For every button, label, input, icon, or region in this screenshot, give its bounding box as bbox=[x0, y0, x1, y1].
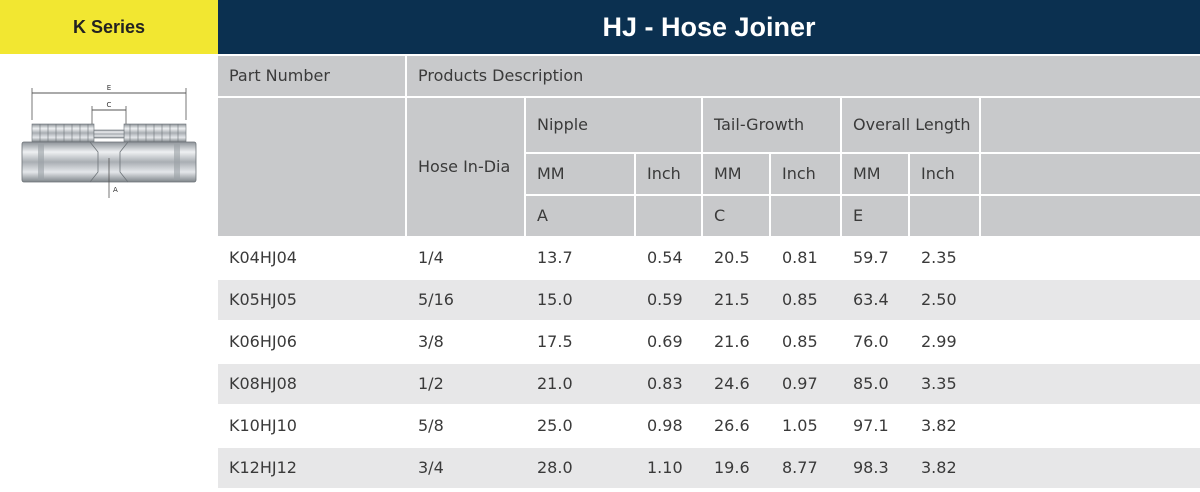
cell-nipple-inch: 0.59 bbox=[636, 280, 703, 322]
cell-overall-inch: 3.82 bbox=[910, 406, 981, 448]
cell-tail-inch: 0.97 bbox=[771, 364, 842, 406]
cell-tail-mm: 24.6 bbox=[703, 364, 771, 406]
table-row: K04HJ04 1/4 13.7 0.54 20.5 0.81 59.7 2.3… bbox=[218, 238, 1200, 280]
cell-hose-in-dia: 3/4 bbox=[407, 448, 526, 490]
header-products-description: Products Description bbox=[407, 56, 1200, 98]
cell-overall-inch: 3.82 bbox=[910, 448, 981, 490]
cell-tail-mm: 21.5 bbox=[703, 280, 771, 322]
cell-overall-mm: 59.7 bbox=[842, 238, 910, 280]
header-nipple-inch: Inch bbox=[636, 154, 703, 196]
header-blank-part bbox=[218, 98, 407, 238]
cell-part-number: K05HJ05 bbox=[218, 280, 407, 322]
header-nipple: Nipple bbox=[526, 98, 703, 154]
cell-tail-mm: 26.6 bbox=[703, 406, 771, 448]
cell-overall-mm: 63.4 bbox=[842, 280, 910, 322]
cell-overall-mm: 85.0 bbox=[842, 364, 910, 406]
cell-nipple-inch: 0.83 bbox=[636, 364, 703, 406]
header-blank-c bbox=[771, 196, 842, 238]
header-tail-growth: Tail-Growth bbox=[703, 98, 842, 154]
header-tail-mm: MM bbox=[703, 154, 771, 196]
page-title-bar: HJ - Hose Joiner bbox=[218, 0, 1200, 54]
cell-nipple-mm: 13.7 bbox=[526, 238, 636, 280]
cell-hose-in-dia: 1/2 bbox=[407, 364, 526, 406]
cell-nipple-mm: 28.0 bbox=[526, 448, 636, 490]
header-symbol-c: C bbox=[703, 196, 771, 238]
series-label: K Series bbox=[72, 16, 146, 37]
cell-overall-inch: 2.99 bbox=[910, 322, 981, 364]
cell-tail-mm: 21.6 bbox=[703, 322, 771, 364]
page-title: HJ - Hose Joiner bbox=[602, 11, 816, 42]
cell-hose-in-dia: 1/4 bbox=[407, 238, 526, 280]
cell-nipple-mm: 21.0 bbox=[526, 364, 636, 406]
header-row-3: MM Inch MM Inch MM Inch bbox=[218, 154, 1200, 196]
header-row-2: Hose In-Dia Nipple Tail-Growth Overall L… bbox=[218, 98, 1200, 238]
table-row: K06HJ06 3/8 17.5 0.69 21.6 0.85 76.0 2.9… bbox=[218, 322, 1200, 364]
cell-nipple-inch: 0.98 bbox=[636, 406, 703, 448]
header-symbol-e: E bbox=[842, 196, 910, 238]
cell-nipple-inch: 0.54 bbox=[636, 238, 703, 280]
header-blank-e bbox=[910, 196, 981, 238]
cell-tail-inch: 0.85 bbox=[771, 322, 842, 364]
cell-blank bbox=[981, 406, 1200, 448]
cell-hose-in-dia: 5/16 bbox=[407, 280, 526, 322]
hose-joiner-drawing: E C A bbox=[21, 84, 197, 198]
header-blank-extra-3 bbox=[981, 196, 1200, 238]
table-row: K10HJ10 5/8 25.0 0.98 26.6 1.05 97.1 3.8… bbox=[218, 406, 1200, 448]
cell-part-number: K12HJ12 bbox=[218, 448, 407, 490]
cell-part-number: K06HJ06 bbox=[218, 322, 407, 364]
cell-part-number: K08HJ08 bbox=[218, 364, 407, 406]
cell-hose-in-dia: 3/8 bbox=[407, 322, 526, 364]
cell-nipple-mm: 25.0 bbox=[526, 406, 636, 448]
dim-label-a: A bbox=[113, 186, 118, 194]
cell-blank bbox=[981, 238, 1200, 280]
header-row-1: Part Number Products Description bbox=[218, 56, 1200, 98]
specs-table: Part Number Products Description Hose In… bbox=[218, 56, 1200, 490]
header-blank-extra bbox=[981, 98, 1200, 154]
cell-blank bbox=[981, 448, 1200, 490]
cell-nipple-mm: 15.0 bbox=[526, 280, 636, 322]
cell-tail-inch: 1.05 bbox=[771, 406, 842, 448]
hose-joiner-diagram: E C A bbox=[14, 80, 204, 200]
header-overall-length: Overall Length bbox=[842, 98, 981, 154]
cell-tail-inch: 8.77 bbox=[771, 448, 842, 490]
header-nipple-mm: MM bbox=[526, 154, 636, 196]
cell-overall-inch: 2.35 bbox=[910, 238, 981, 280]
cell-tail-mm: 20.5 bbox=[703, 238, 771, 280]
header-hose-in-dia: Hose In-Dia bbox=[407, 98, 526, 238]
cell-part-number: K10HJ10 bbox=[218, 406, 407, 448]
header-blank-extra-2 bbox=[981, 154, 1200, 196]
cell-blank bbox=[981, 322, 1200, 364]
series-tab[interactable]: K Series bbox=[0, 0, 218, 54]
cell-tail-inch: 0.85 bbox=[771, 280, 842, 322]
dim-label-c: C bbox=[107, 101, 112, 109]
header-symbol-a: A bbox=[526, 196, 636, 238]
cell-overall-mm: 97.1 bbox=[842, 406, 910, 448]
cell-overall-mm: 98.3 bbox=[842, 448, 910, 490]
cell-nipple-inch: 1.10 bbox=[636, 448, 703, 490]
cell-nipple-inch: 0.69 bbox=[636, 322, 703, 364]
header-tail-inch: Inch bbox=[771, 154, 842, 196]
header-part-number: Part Number bbox=[218, 56, 407, 98]
table-row: K08HJ08 1/2 21.0 0.83 24.6 0.97 85.0 3.3… bbox=[218, 364, 1200, 406]
cell-overall-mm: 76.0 bbox=[842, 322, 910, 364]
cell-tail-mm: 19.6 bbox=[703, 448, 771, 490]
table-row: K05HJ05 5/16 15.0 0.59 21.5 0.85 63.4 2.… bbox=[218, 280, 1200, 322]
cell-overall-inch: 2.50 bbox=[910, 280, 981, 322]
table-row: K12HJ12 3/4 28.0 1.10 19.6 8.77 98.3 3.8… bbox=[218, 448, 1200, 490]
cell-part-number: K04HJ04 bbox=[218, 238, 407, 280]
header-overall-mm: MM bbox=[842, 154, 910, 196]
cell-blank bbox=[981, 364, 1200, 406]
header-blank-a bbox=[636, 196, 703, 238]
header-overall-inch: Inch bbox=[910, 154, 981, 196]
dim-label-e: E bbox=[107, 84, 111, 92]
cell-tail-inch: 0.81 bbox=[771, 238, 842, 280]
cell-overall-inch: 3.35 bbox=[910, 364, 981, 406]
cell-hose-in-dia: 5/8 bbox=[407, 406, 526, 448]
header-row-4: A C E bbox=[218, 196, 1200, 238]
cell-nipple-mm: 17.5 bbox=[526, 322, 636, 364]
cell-blank bbox=[981, 280, 1200, 322]
